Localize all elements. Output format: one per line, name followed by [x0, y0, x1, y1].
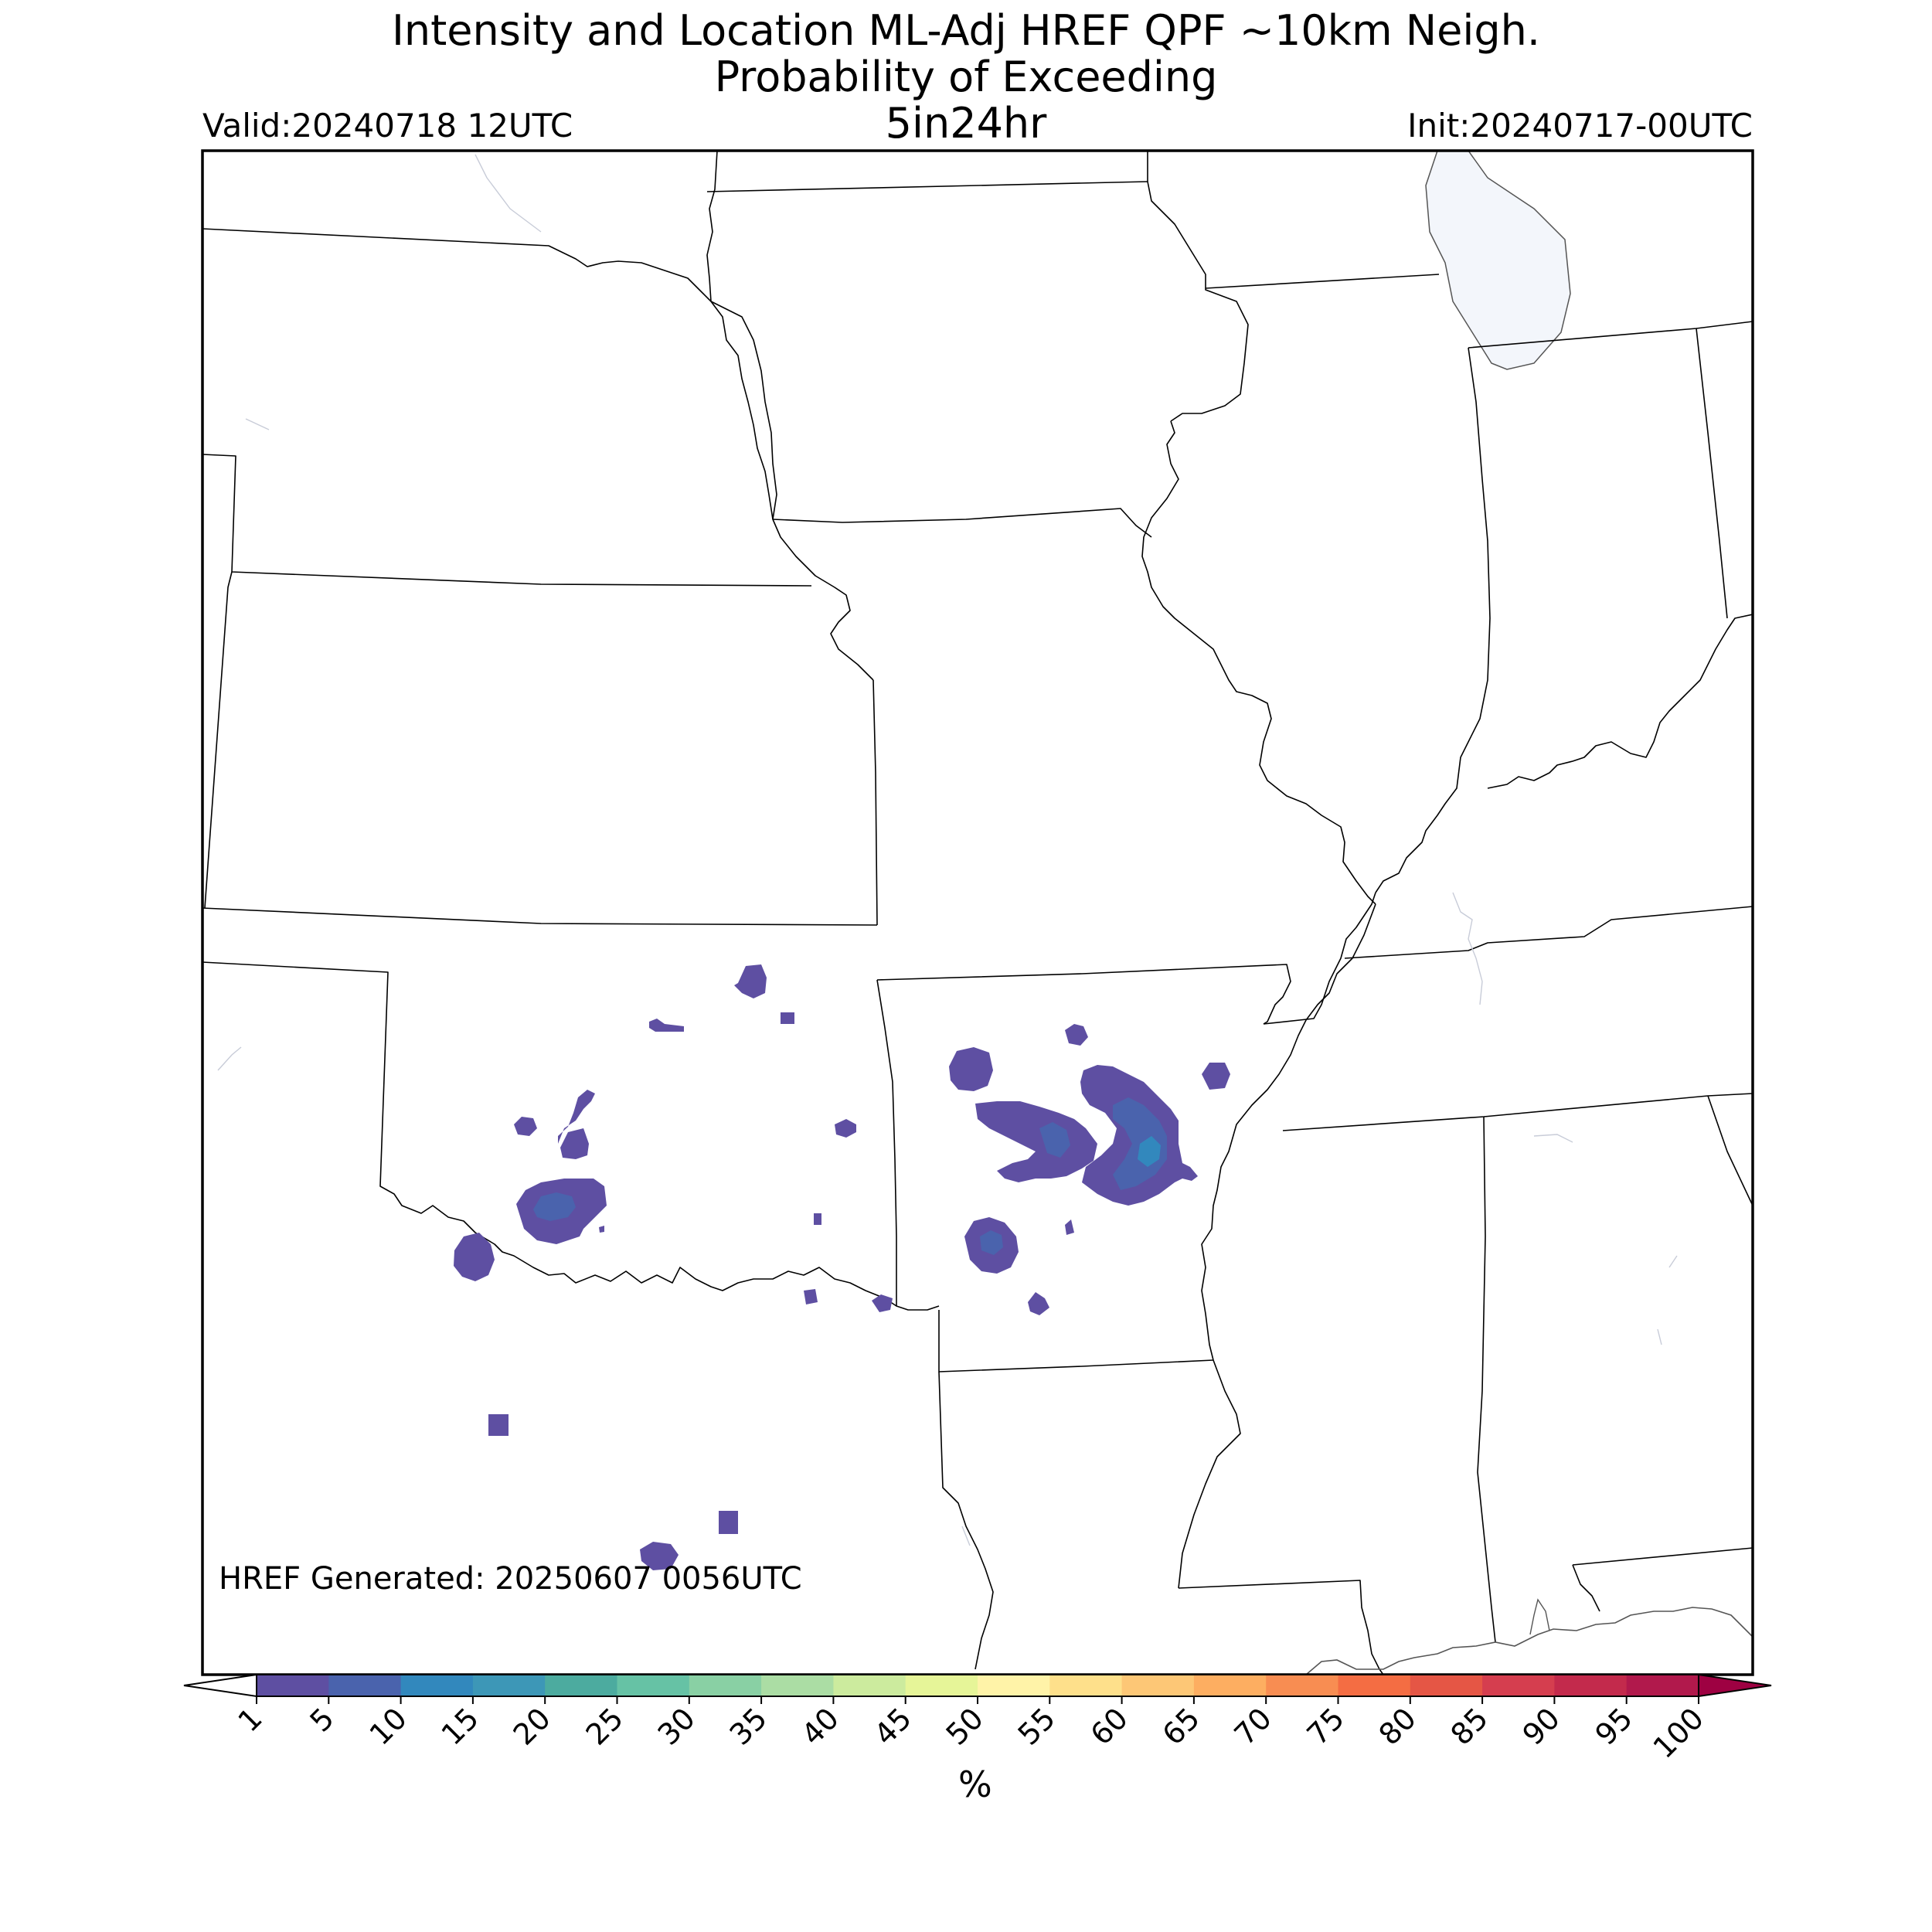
border-mo-bootheel: [1263, 892, 1376, 1025]
border-ms-al: [1477, 1116, 1496, 1643]
prob-region-ar-west: [949, 1024, 1097, 1182]
generated-timestamp: HREF Generated: 20250607 0056UTC: [219, 1561, 802, 1597]
lake-3: [1533, 1134, 1573, 1143]
border-wi-il: [1205, 274, 1440, 289]
river-3: [961, 1526, 971, 1546]
colorbar-cell: [833, 1675, 906, 1696]
prob-region-tx: [488, 1414, 738, 1570]
colorbar-cell: [617, 1675, 690, 1696]
colorbar-cell: [328, 1675, 402, 1696]
colorbar-cell: [257, 1675, 329, 1696]
title-line-2: Probability of Exceeding: [714, 53, 1218, 101]
border-tn-ms-al: [1282, 1093, 1753, 1131]
border-ne-ks: [204, 571, 233, 909]
border-tx-la: [938, 1371, 994, 1670]
border-ok-tx-panhandle: [202, 961, 940, 1311]
border-mo-ar: [876, 964, 1291, 1025]
colorbar-unit-label: %: [958, 1764, 992, 1805]
init-time-label: Init:20240717-00UTC: [1407, 107, 1753, 145]
lake-4: [1668, 1255, 1678, 1268]
border-il-in: [1375, 347, 1491, 893]
border-ks-ok: [202, 907, 878, 926]
colorbar-under-arrow: [183, 1673, 257, 1698]
colorbar-cell: [978, 1675, 1050, 1696]
border-ia-mo: [772, 508, 1152, 538]
border-ne-ia: [710, 301, 874, 681]
colorbar-cell: [1554, 1675, 1628, 1696]
colorbar-cell: [545, 1675, 617, 1696]
river-2: [1452, 892, 1483, 1005]
title-line-3: 5in24hr: [885, 99, 1047, 148]
border-in-ky: [1487, 614, 1753, 789]
colorbar-cell: [689, 1675, 762, 1696]
colorbar-over-arrow: [1698, 1673, 1772, 1698]
colorbar-cell: [1193, 1675, 1267, 1696]
lake-michigan: [1425, 151, 1571, 370]
border-ar-la: [938, 1310, 1214, 1372]
border-ia-il: [1141, 420, 1376, 905]
colorbar-cell: [761, 1675, 834, 1696]
colorbar-cell: [400, 1675, 474, 1696]
river-1: [474, 154, 542, 233]
colorbar-cell: [1049, 1675, 1123, 1696]
mobile-bay: [1529, 1598, 1550, 1635]
border-in-oh: [1696, 328, 1728, 619]
prob-region-ok-sw: [454, 1090, 607, 1281]
border-ok-ar: [876, 979, 897, 1306]
colorbar-cell: [1626, 1675, 1699, 1696]
border-al-fl-2: [1572, 1564, 1600, 1612]
colorbar-cell: [1338, 1675, 1411, 1696]
border-nd-sd: [202, 228, 712, 302]
colorbar-cell: [1121, 1675, 1195, 1696]
border-mn-west: [706, 151, 774, 520]
lake-1: [245, 418, 270, 430]
colorbar-cell: [1266, 1675, 1338, 1696]
lake-5: [1657, 1328, 1662, 1345]
gulf-coastline: [1305, 1607, 1753, 1675]
border-ar-tn-ms: [1178, 903, 1376, 1589]
border-ks-mo: [872, 679, 878, 926]
colorbar-cell: [1482, 1675, 1555, 1696]
prob-region-ar-central: [964, 1063, 1230, 1315]
colorbar-cell: [472, 1675, 546, 1696]
border-ky-tn: [1344, 906, 1753, 959]
border-al-ga: [1707, 1095, 1753, 1206]
border-mn-wi: [1147, 151, 1249, 422]
border-mn-ia: [706, 181, 1148, 192]
valid-time-label: Valid:20240718 12UTC: [202, 107, 573, 145]
border-al-fl: [1572, 1547, 1753, 1566]
title-line-1: Intensity and Location ML-Adj HREF QPF ~…: [391, 6, 1541, 55]
lake-2: [217, 1046, 242, 1071]
land-background: [202, 151, 1753, 1675]
colorbar-cell: [905, 1675, 978, 1696]
prob-region-ok-north: [649, 964, 893, 1312]
colorbar-cell: [1410, 1675, 1483, 1696]
